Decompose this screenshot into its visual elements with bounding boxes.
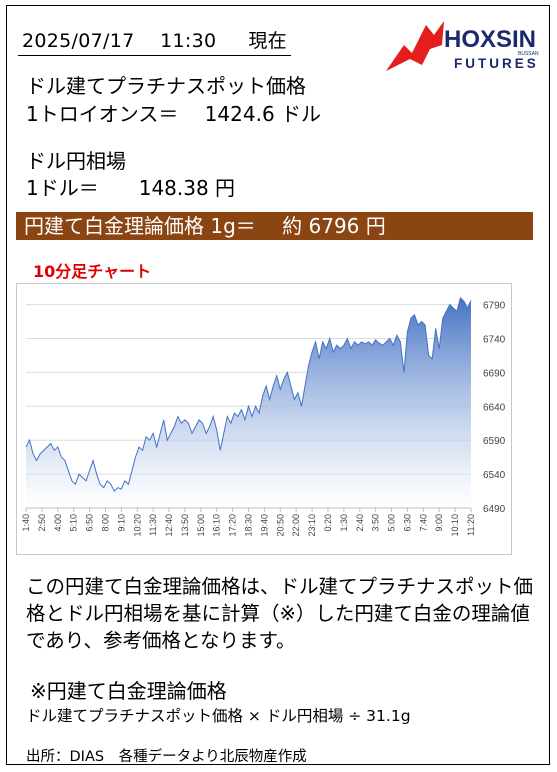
x-tick-label: 11:30 <box>148 514 158 536</box>
x-tick-label: 11:20 <box>466 514 476 536</box>
formula-text: ドル建てプラチナスポット価格 × ドル円相場 ÷ 31.1g <box>26 707 411 725</box>
panel-frame <box>6 5 550 765</box>
x-tick-label: 15:00 <box>196 514 206 537</box>
x-tick-label: 13:50 <box>180 514 190 537</box>
x-tick-label: 1:40 <box>21 514 31 532</box>
platinum-10min-chart: 6490 6540 6590 6640 6690 6740 6790 1:40 2:50 4:00… <box>16 283 512 555</box>
y-tick-label: 6590 <box>483 436 506 447</box>
x-tick-label: 12:40 <box>164 514 174 537</box>
logo-word1: HOXSIN <box>444 26 536 53</box>
y-tick-label: 6640 <box>483 402 506 413</box>
x-tick-label: 4:00 <box>53 514 63 532</box>
y-tick-label: 6690 <box>483 368 506 379</box>
x-tick-label: 8:00 <box>100 514 110 532</box>
x-tick-label: 6:50 <box>85 514 95 532</box>
logo-small: BUSSAN <box>518 51 539 57</box>
formula-title: ※円建て白金理論価格 <box>30 679 227 703</box>
y-tick-label: 6490 <box>483 504 506 515</box>
x-tick-label: 10:10 <box>450 514 460 537</box>
fx-value: 1ドル＝ 148.38 円 <box>26 176 236 200</box>
x-tick-label: 3:50 <box>371 514 381 532</box>
y-tick-label: 6540 <box>483 470 506 481</box>
x-tick-label: 9:10 <box>116 514 126 532</box>
x-tick-label: 9:00 <box>434 514 444 532</box>
platinum-label: ドル建てプラチナスポット価格 <box>26 74 306 98</box>
x-tick-label: 1:30 <box>339 514 349 532</box>
y-tick-label: 6790 <box>483 301 506 312</box>
logo-swoosh <box>386 21 444 71</box>
source-note: 出所：DIAS 各種データより北辰物産作成 <box>26 749 307 765</box>
price-line <box>25 296 472 492</box>
x-tick-label: 20:50 <box>275 514 285 537</box>
explanation-text: この円建て白金理論価格は、ドル建てプラチナスポット価格とドル円相場を基に計算（※… <box>26 575 534 652</box>
x-tick-label: 5:10 <box>69 514 79 532</box>
y-tick-label: 6740 <box>483 334 506 345</box>
fx-label: ドル円相場 <box>26 149 126 173</box>
x-tick-label: 2:40 <box>355 514 365 532</box>
platinum-value: 1トロイオンス＝ 1424.6 ドル <box>26 102 322 126</box>
chart-title: 10分足チャート <box>33 262 152 281</box>
x-tick-label: 18:30 <box>244 514 254 537</box>
price-area <box>26 297 471 508</box>
x-tick-label: 16:10 <box>212 514 222 537</box>
x-tick-label: 22:00 <box>291 514 301 537</box>
x-tick-label: 5:00 <box>387 514 397 532</box>
x-tick-label: 17:20 <box>228 514 238 537</box>
x-tick-label: 0:20 <box>323 514 333 532</box>
x-tick-label: 10:20 <box>132 514 142 537</box>
x-tick-label: 19:40 <box>259 514 269 537</box>
x-tick-label: 7:40 <box>418 514 428 532</box>
hoxsin-futures-logo: HOXSIN BUSSAN FUTURES <box>386 21 539 71</box>
x-tick-label: 6:30 <box>402 514 412 532</box>
theoretical-price-banner: 円建て白金理論価格 1g＝ 約 6796 円 <box>16 212 533 240</box>
x-tick-label: 2:50 <box>37 514 47 532</box>
date-time: 2025/07/17 11:30 現在 <box>18 26 291 56</box>
logo-word2: FUTURES <box>454 56 539 71</box>
x-tick-label: 23:10 <box>307 514 317 537</box>
